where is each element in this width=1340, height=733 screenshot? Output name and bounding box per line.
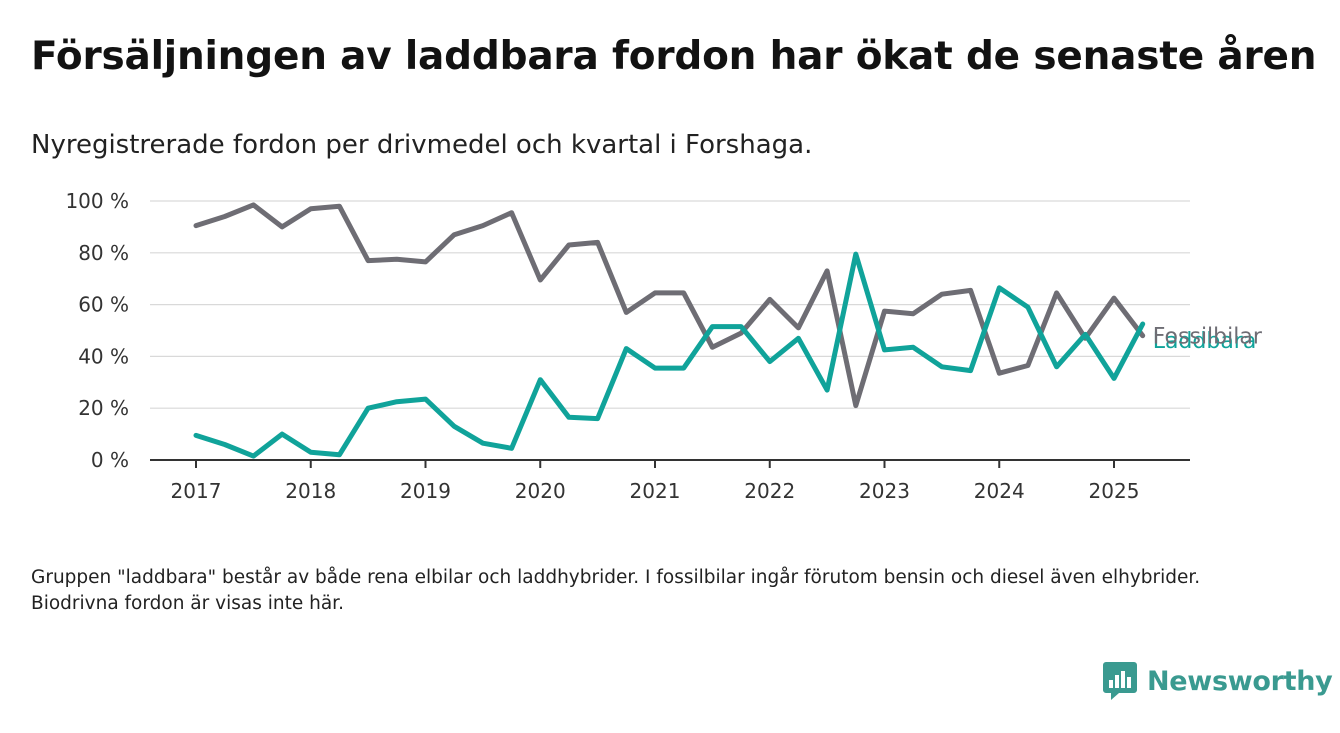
x-axis: 2017 2018 2019 2020 2021 2022 2023 2024 2025 xyxy=(150,459,1190,503)
y-tick-label: 60 % xyxy=(78,293,129,317)
series-line-laddbara xyxy=(193,251,1146,459)
x-tick-label: 2023 xyxy=(859,479,910,503)
x-tick-label: 2019 xyxy=(400,479,451,503)
y-axis-labels: 0 % 20 % 40 % 60 % 80 % 100 % xyxy=(65,189,129,472)
x-tick-label: 2020 xyxy=(515,479,566,503)
x-tick-label: 2017 xyxy=(171,479,222,503)
y-tick-label: 20 % xyxy=(78,396,129,420)
series-label-laddbara: Laddbara xyxy=(1153,329,1257,354)
brand-name: Newsworthy xyxy=(1147,665,1333,697)
y-tick-label: 0 % xyxy=(91,448,129,472)
y-tick-label: 80 % xyxy=(78,241,129,265)
gridlines xyxy=(150,200,1190,409)
bar-chart-speech-bubble-icon xyxy=(1103,662,1137,700)
series-lines xyxy=(193,202,1146,459)
line-chart: 0 % 20 % 40 % 60 % 80 % 100 % 2017 2018 2019 202… xyxy=(65,189,1263,503)
y-tick-label: 100 % xyxy=(65,189,129,213)
x-tick-label: 2024 xyxy=(974,479,1025,503)
x-tick-label: 2018 xyxy=(285,479,336,503)
brand-logo: Newsworthy xyxy=(1103,662,1333,700)
x-tick-label: 2025 xyxy=(1089,479,1140,503)
chart-title: Försäljningen av laddbara fordon har öka… xyxy=(31,34,1317,79)
series-line-fossilbilar xyxy=(193,202,1146,409)
chart-subtitle: Nyregistrerade fordon per drivmedel och … xyxy=(31,130,813,160)
y-tick-label: 40 % xyxy=(78,344,129,368)
x-tick-label: 2022 xyxy=(744,479,795,503)
x-tick-label: 2021 xyxy=(630,479,681,503)
footnote: Gruppen "laddbara" består av både rena e… xyxy=(31,567,1201,614)
series-label-fossilbilar: Fossilbilar xyxy=(1153,325,1263,350)
